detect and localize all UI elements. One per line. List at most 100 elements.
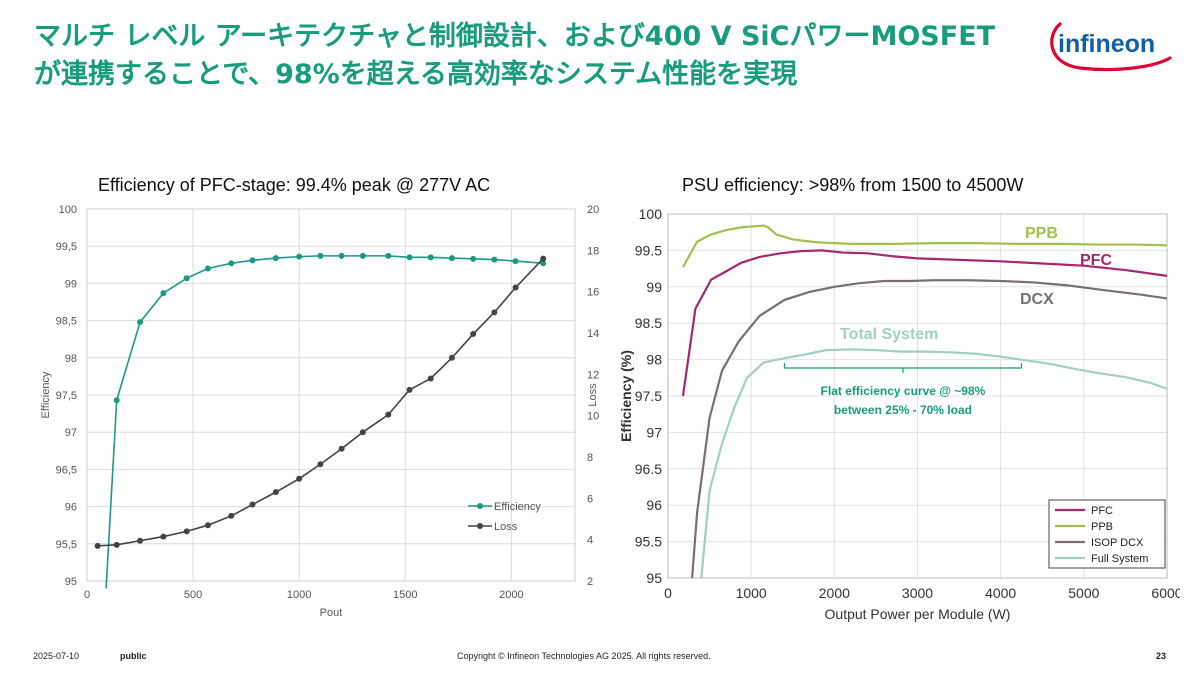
x-tick-label: 1000: [736, 585, 767, 601]
y-tick-label: 95: [65, 576, 77, 588]
x-tick-label: 5000: [1068, 585, 1099, 601]
data-point-loss: [317, 461, 324, 468]
data-point-loss: [359, 429, 366, 436]
data-point-efficiency: [296, 253, 303, 260]
data-point-loss: [137, 537, 144, 544]
y-axis-label: Efficiency (%): [618, 350, 634, 442]
y2-tick-label: 10: [587, 411, 599, 423]
data-point-efficiency: [137, 319, 144, 326]
y-axis-ticks: 95 95.5 96 96.5 97 97.5 98 98.5 99 99.5 100: [635, 206, 662, 586]
pfc-efficiency-chart: 95 95,5 96 96,5 97 97,5 98 98,5 99 99,5 100 2 4 6 8 10 1…: [40, 204, 599, 619]
x-axis-label: Output Power per Module (W): [825, 606, 1011, 622]
y2-tick-label: 16: [587, 287, 599, 299]
data-point-loss: [249, 501, 256, 508]
series-line-efficiency: [105, 255, 544, 589]
x-tick-label: 2000: [819, 585, 850, 601]
data-point-efficiency: [113, 397, 120, 404]
y-tick-label: 98: [646, 352, 662, 368]
data-point-efficiency: [228, 260, 235, 267]
data-point-efficiency: [272, 255, 279, 262]
plot-frame: [667, 213, 1168, 579]
y-tick-label: 97,5: [56, 390, 77, 402]
y2-tick-label: 18: [587, 245, 599, 257]
y-tick-label: 99: [65, 278, 77, 290]
annotation-bracket: [783, 363, 1023, 373]
data-point-efficiency: [359, 252, 366, 259]
data-point-loss: [448, 354, 455, 361]
series-label-ppb: PPB: [1025, 225, 1058, 242]
legend-label-loss: Loss: [494, 521, 518, 533]
x-axis-ticks: 0 500 1000 1500 2000: [84, 589, 524, 601]
data-point-loss: [406, 386, 413, 393]
data-point-efficiency: [512, 258, 519, 265]
x-tick-label: 0: [84, 589, 90, 601]
data-point-loss: [296, 475, 303, 482]
y2-tick-label: 4: [587, 535, 593, 547]
y-tick-label: 100: [59, 204, 77, 216]
data-point-loss: [540, 255, 547, 262]
data-point-loss: [491, 309, 498, 316]
annotation-line-1: Flat efficiency curve @ ~98%: [821, 384, 986, 398]
footer-page-number: 23: [1156, 651, 1167, 661]
y-tick-label: 95.5: [635, 534, 662, 550]
y-tick-label: 95: [646, 570, 662, 586]
series-line-isop-dcx: [691, 279, 1168, 579]
data-point-efficiency: [317, 252, 324, 259]
y-tick-label: 95,5: [56, 539, 77, 551]
data-point-efficiency: [204, 265, 211, 272]
series-ppb: PPB: [682, 224, 1168, 268]
legend-label-full-system: Full System: [1091, 553, 1148, 565]
plot-frame: [86, 208, 576, 582]
legend-label-ppb: PPB: [1091, 521, 1113, 533]
series-label-total-system: Total System: [840, 326, 938, 343]
data-point-loss: [160, 533, 167, 540]
legend-marker-loss: [477, 523, 483, 529]
y-tick-label: 96,5: [56, 464, 77, 476]
footer-classification: public: [120, 651, 147, 661]
series-line-full-system: [700, 348, 1168, 579]
x-tick-label: 500: [184, 589, 202, 601]
data-point-loss: [470, 331, 477, 338]
series-full-system: Total System: [700, 326, 1168, 579]
y2-tick-label: 20: [587, 204, 599, 216]
x-tick-label: 4000: [985, 585, 1016, 601]
data-point-loss: [385, 411, 392, 418]
y2-tick-label: 12: [587, 369, 599, 381]
legend: PFC PPB ISOP DCX Full System: [1048, 499, 1166, 569]
x-axis-label: Pout: [320, 607, 343, 619]
legend-label-isop-dcx: ISOP DCX: [1091, 537, 1144, 549]
data-point-loss: [204, 522, 211, 529]
y2-tick-label: 8: [587, 452, 593, 464]
data-point-efficiency: [385, 252, 392, 259]
series-label-pfc: PFC: [1080, 252, 1112, 269]
footer-date: 2025-07-10: [33, 651, 80, 661]
y-tick-label: 99.5: [635, 242, 662, 258]
data-point-loss: [113, 541, 120, 548]
y-tick-label: 99: [646, 279, 662, 295]
data-point-efficiency: [160, 290, 167, 297]
series-loss: [94, 255, 547, 549]
series-line-ppb: [682, 224, 1168, 268]
slide-title-line-2: が連携することで、98%を超える高効率なシステム性能を実現: [34, 59, 798, 90]
series-line-loss: [97, 258, 544, 547]
y2-tick-label: 2: [587, 576, 593, 588]
slide-title-line-1: マルチ レベル アーキテクチャと制御設計、および400 V SiCパワーMOSF…: [34, 21, 996, 52]
data-point-efficiency: [491, 256, 498, 263]
y-tick-label: 97: [646, 424, 662, 440]
psu-chart-title: PSU efficiency: >98% from 1500 to 4500W: [682, 175, 1024, 195]
legend-box: [1048, 499, 1166, 569]
logo-arc: [1050, 22, 1172, 72]
x-tick-label: 1500: [393, 589, 417, 601]
data-point-efficiency: [183, 275, 190, 282]
x-tick-label: 2000: [499, 589, 523, 601]
y-tick-label: 97: [65, 427, 77, 439]
data-point-efficiency: [540, 260, 547, 267]
series-line-pfc: [681, 249, 1168, 397]
data-point-loss: [512, 284, 519, 291]
y-axis-right-ticks: 2 4 6 8 10 12 14 16 18 20: [587, 204, 599, 588]
y2-tick-label: 14: [587, 328, 599, 340]
y-axis-label: Efficiency: [40, 371, 52, 418]
series-efficiency: [105, 252, 547, 589]
legend-label-pfc: PFC: [1091, 505, 1113, 517]
